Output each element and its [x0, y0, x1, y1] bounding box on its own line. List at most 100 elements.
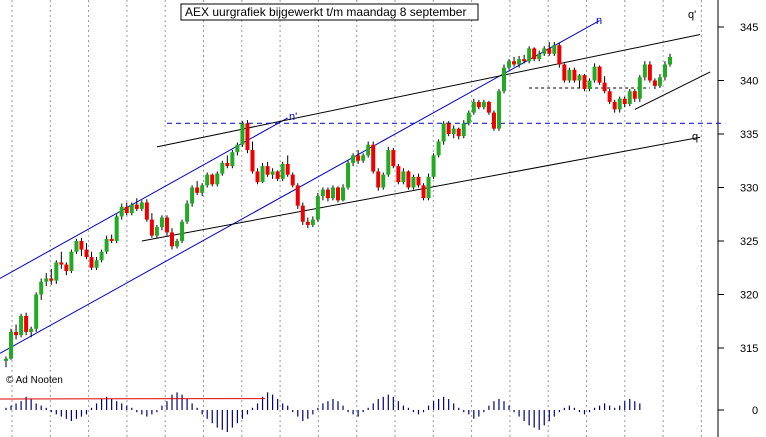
candle-down	[562, 64, 567, 81]
candle-down	[24, 315, 29, 332]
candle-up	[587, 80, 592, 90]
candle-down	[391, 150, 396, 167]
candle-up	[94, 260, 99, 268]
candle-down	[64, 264, 69, 271]
candle-down	[164, 217, 169, 233]
candle-up	[320, 189, 325, 197]
y-tick-label: 335	[740, 129, 758, 141]
y-tick-label: 345	[740, 22, 758, 34]
candle-down	[491, 112, 496, 129]
y-tick-label: 325	[740, 236, 758, 248]
candle-down	[14, 331, 19, 336]
candle-down	[632, 91, 637, 99]
candle-up	[260, 166, 265, 183]
candle-up	[29, 328, 34, 332]
candle-up	[9, 331, 14, 359]
candle-up	[527, 48, 532, 62]
candle-down	[557, 45, 562, 65]
candle-up	[441, 123, 446, 142]
candle-up	[411, 176, 416, 188]
candle-up	[205, 174, 210, 186]
candle-down	[134, 204, 139, 209]
candle-down	[406, 171, 411, 188]
candle-down	[376, 171, 381, 188]
candle-up	[461, 123, 466, 137]
candle-down	[225, 162, 230, 167]
candle-up	[642, 64, 647, 78]
candle-down	[456, 128, 461, 137]
author-credit: © Ad Nooten	[6, 375, 63, 386]
candle-up	[431, 155, 436, 177]
candle-up	[627, 91, 632, 105]
candle-up	[517, 59, 522, 65]
candle-down	[59, 262, 64, 265]
candle-up	[366, 144, 371, 156]
candle-up	[220, 162, 225, 174]
candle-up	[74, 241, 79, 252]
candle-down	[522, 59, 527, 62]
candle-up	[502, 67, 506, 92]
candle-down	[547, 48, 552, 54]
candle-up	[240, 123, 245, 145]
candle-down	[371, 144, 376, 172]
candle-up	[44, 278, 49, 282]
candle-down	[652, 80, 657, 86]
candle-up	[270, 171, 275, 175]
candle-up	[280, 163, 285, 179]
label-n-top: n	[596, 15, 602, 27]
candle-up	[577, 75, 582, 81]
candle-up	[507, 61, 512, 68]
candle-up	[19, 315, 24, 336]
candle-up	[426, 176, 431, 199]
title-box: AEX uurgrafiek bijgewerkt t/m maandag 8 …	[180, 3, 479, 21]
candle-up	[185, 203, 190, 222]
candle-up	[657, 77, 662, 86]
candle-up	[69, 251, 74, 271]
candle-down	[336, 187, 340, 201]
candle-down	[512, 61, 517, 65]
candle-up	[175, 241, 180, 247]
candle-up	[4, 358, 8, 361]
candle-up	[129, 204, 134, 214]
candle-down	[612, 101, 617, 110]
candle-down	[446, 123, 451, 134]
candle-down	[210, 174, 215, 185]
candle-down	[89, 257, 94, 268]
candle-down	[396, 166, 401, 183]
candle-up	[552, 45, 557, 54]
label-q: q	[692, 131, 698, 143]
candle-up	[436, 141, 441, 156]
candle-down	[622, 98, 627, 105]
candle-up	[351, 155, 356, 163]
candle-up	[139, 202, 144, 209]
candle-up	[361, 155, 366, 161]
lower-trend-line-q	[141, 136, 701, 242]
candle-up	[662, 64, 667, 78]
candle-up	[496, 91, 501, 129]
candle-up	[381, 174, 386, 188]
candlesticks	[4, 41, 672, 368]
volume-indicator	[0, 392, 641, 432]
label-n-mid: n'	[289, 111, 297, 123]
candle-down	[84, 249, 89, 258]
y-tick-label: 330	[740, 183, 758, 195]
candle-up	[401, 171, 406, 183]
candle-down	[295, 185, 300, 206]
candle-up	[330, 187, 335, 199]
candle-down	[170, 232, 174, 247]
candle-up	[315, 196, 320, 220]
candle-up	[341, 187, 346, 201]
y-tick-label: 315	[740, 343, 758, 355]
candle-up	[39, 281, 44, 295]
candle-down	[532, 48, 537, 60]
y-tick-label: 320	[740, 290, 758, 302]
candle-down	[486, 101, 491, 113]
candle-down	[275, 171, 280, 179]
candle-up	[451, 128, 456, 134]
candle-down	[421, 185, 426, 199]
candle-down	[356, 155, 361, 161]
candle-up	[310, 219, 315, 225]
candle-down	[255, 171, 260, 183]
